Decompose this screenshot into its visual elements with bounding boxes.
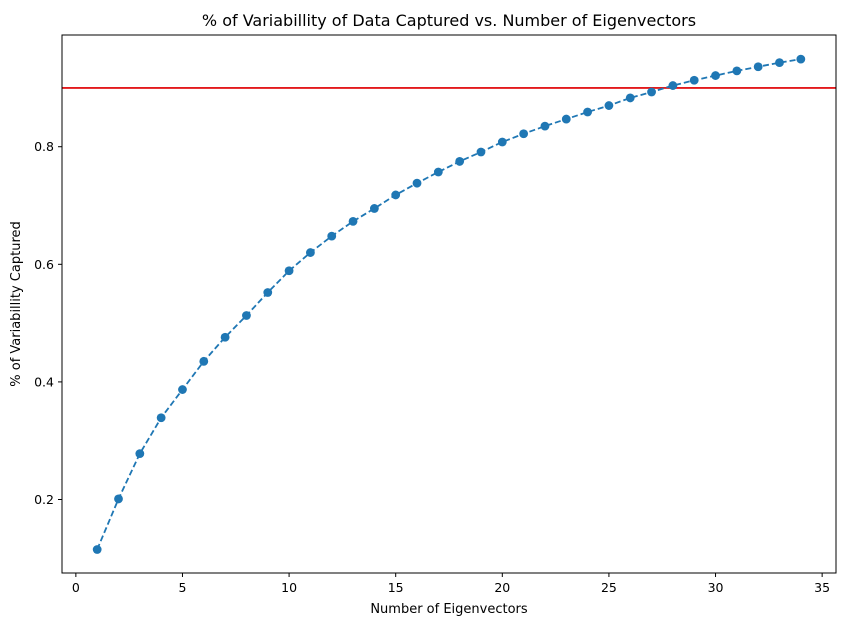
data-point xyxy=(284,266,294,276)
y-tick-label: 0.4 xyxy=(34,374,54,389)
data-point xyxy=(369,204,379,213)
data-point xyxy=(199,356,209,366)
x-tick-label: 15 xyxy=(388,580,404,595)
plot-area: 0 5 10 15 20 25 30 35 0.2 0.4 0.6 0.8 xyxy=(34,34,837,595)
data-point xyxy=(306,248,315,257)
y-tick-label: 0.6 xyxy=(34,257,54,272)
y-axis-label: % of Variabillity Captured xyxy=(9,221,24,386)
data-point xyxy=(114,494,123,504)
data-point xyxy=(732,66,742,76)
x-tick-label: 30 xyxy=(708,580,724,595)
data-point xyxy=(775,58,784,68)
data-point xyxy=(583,107,592,117)
x-tick-label: 35 xyxy=(814,580,830,595)
data-point xyxy=(753,62,763,72)
x-axis-label: Number of Eigenvectors xyxy=(370,602,528,617)
data-point xyxy=(156,413,166,423)
x-tick-label: 0 xyxy=(72,580,80,595)
data-point xyxy=(668,81,678,90)
data-point xyxy=(455,157,465,166)
data-point xyxy=(519,129,529,139)
y-tick-label: 0.8 xyxy=(34,139,54,154)
data-point xyxy=(242,311,251,320)
data-point xyxy=(647,87,656,97)
data-point xyxy=(476,147,486,157)
data-point xyxy=(711,71,720,80)
data-point xyxy=(412,178,422,188)
chart-title: % of Variabillity of Data Captured vs. N… xyxy=(202,11,696,30)
data-point xyxy=(689,75,699,85)
data-point xyxy=(561,114,571,124)
data-point xyxy=(263,288,273,297)
data-point xyxy=(220,332,230,342)
data-point xyxy=(604,101,614,110)
plot-frame xyxy=(61,34,837,574)
y-tick-label: 0.2 xyxy=(34,492,54,507)
data-point xyxy=(92,545,102,554)
series-line-0 xyxy=(96,58,801,550)
x-tick-label: 25 xyxy=(601,580,617,595)
x-tick-label: 10 xyxy=(281,580,297,595)
data-point xyxy=(327,231,337,241)
data-point xyxy=(178,385,187,394)
data-point xyxy=(540,121,550,131)
x-tick-label: 5 xyxy=(178,580,186,595)
data-point xyxy=(433,167,443,177)
data-point xyxy=(625,93,635,103)
data-point xyxy=(796,54,806,64)
x-tick-label: 20 xyxy=(494,580,510,595)
data-point xyxy=(391,190,401,200)
data-point xyxy=(135,449,145,459)
data-point xyxy=(348,216,358,226)
data-point xyxy=(497,137,507,147)
